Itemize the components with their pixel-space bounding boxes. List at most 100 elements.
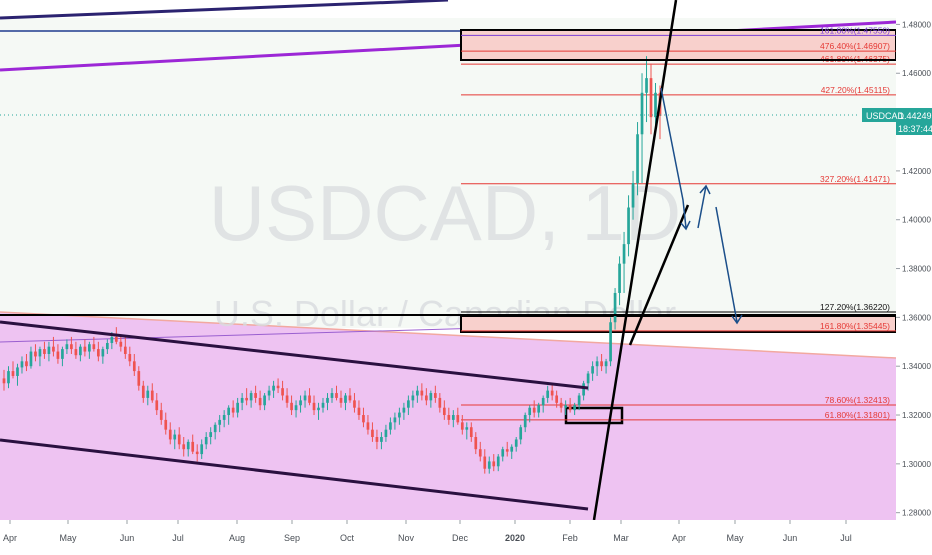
candle-body [366, 422, 370, 430]
projection-arrowhead-3 [731, 314, 743, 325]
candle-body [537, 405, 541, 413]
time-tick-label: Jun [783, 533, 798, 543]
candle-body [209, 432, 213, 437]
channel-upper-line[interactable] [0, 320, 589, 390]
candle-body [438, 397, 442, 408]
candle-body [573, 405, 576, 411]
candle-body [74, 349, 78, 356]
time-tick-label: Sep [284, 533, 300, 543]
price-tick-label: 1.28000 [902, 509, 931, 518]
candle-body [420, 390, 424, 396]
candle-body [595, 361, 599, 367]
channel-lower-line[interactable] [0, 438, 589, 511]
fib-level-label: 427.20%(1.45115) [821, 85, 890, 95]
price-tick-label: 1.32000 [902, 411, 931, 420]
candle-body [227, 407, 231, 416]
candlesticks [2, 56, 662, 474]
candle-body [20, 361, 24, 368]
steep-channel-right[interactable] [628, 204, 690, 346]
projection-down-2[interactable] [715, 206, 738, 323]
candle-body [276, 385, 280, 389]
time-tick-label: Nov [398, 533, 415, 543]
candle-body [38, 349, 42, 357]
candle-body [7, 371, 10, 384]
countdown-value: 18:37:44 [898, 124, 932, 134]
candle-body [541, 397, 545, 406]
candle-body [654, 92, 657, 118]
candle-body [460, 422, 464, 430]
time-tick-label: Apr [3, 533, 17, 543]
candle-body [110, 336, 114, 344]
candle-body [649, 78, 653, 118]
candle-body [474, 436, 478, 450]
candle-body [47, 346, 51, 354]
candle-body [384, 429, 388, 437]
projection-down-1[interactable] [660, 87, 687, 229]
candle-body [555, 395, 559, 403]
time-tick-label: Mar [613, 533, 629, 543]
price-tick-label: 1.42000 [902, 167, 931, 176]
candle-body [326, 397, 329, 403]
candle-body [119, 341, 123, 347]
price-axis-bg[interactable] [896, 0, 932, 520]
upper-range-zone [0, 18, 896, 328]
candle-body [622, 244, 626, 264]
candle-body [478, 449, 482, 457]
candle-body [456, 415, 460, 423]
candle-body [335, 393, 338, 398]
candle-body [272, 385, 275, 391]
projection-up[interactable] [697, 185, 707, 229]
candle-body [344, 395, 347, 403]
time-tick-label: Feb [562, 533, 578, 543]
fib-level-label: 127.20%(1.36220) [820, 302, 890, 312]
candle-body [294, 405, 298, 411]
fib-level-label: 78.60%(1.32413) [825, 395, 890, 405]
candle-body [159, 410, 163, 420]
candle-body [92, 344, 96, 350]
candle-body [465, 427, 469, 430]
price-tick-label: 1.30000 [902, 460, 931, 469]
time-tick-label: 2020 [505, 533, 525, 543]
candle-body [123, 346, 127, 354]
projection-arrowhead-2 [699, 184, 711, 195]
candle-body [222, 415, 226, 420]
candle-body [398, 412, 401, 418]
candle-body [65, 344, 69, 350]
candle-body [79, 346, 82, 356]
candle-body [34, 351, 37, 357]
candle-body [150, 390, 154, 401]
candle-body [128, 353, 132, 362]
candle-body [105, 343, 109, 350]
candle-body [604, 361, 608, 367]
candle-body [353, 400, 356, 408]
last-price-value: 1.44249 [899, 111, 932, 121]
candle-body [88, 344, 91, 352]
candle-body [357, 407, 361, 416]
candle-body [492, 461, 496, 467]
time-axis-bg[interactable] [0, 520, 932, 550]
candle-body [146, 390, 150, 398]
time-tick-label: Aug [229, 533, 245, 543]
breakout-box[interactable] [564, 406, 624, 425]
candle-body [528, 407, 532, 416]
candle-body [182, 444, 186, 450]
steep-channel-left[interactable] [592, 0, 678, 521]
candle-body [218, 419, 222, 425]
time-tick-label: Jul [172, 533, 184, 543]
candle-body [568, 405, 572, 411]
candle-body [258, 397, 262, 406]
candle-body [407, 400, 410, 408]
navy-trendline-top[interactable] [0, 0, 449, 20]
candle-body [375, 436, 379, 442]
candle-body [155, 400, 159, 411]
price-tick-label: 1.46000 [902, 69, 931, 78]
candle-body [636, 134, 639, 184]
candle-body [83, 346, 87, 352]
time-axis: Apr May Jun Jul Aug Sep Oct Nov Dec 2020 Feb Mar Apr… [3, 520, 852, 543]
candle-body [204, 436, 208, 445]
candle-body [613, 292, 617, 323]
price-axis: 1.480001.460001.440001.420001.400001.380… [896, 20, 931, 518]
candle-body [195, 451, 199, 455]
